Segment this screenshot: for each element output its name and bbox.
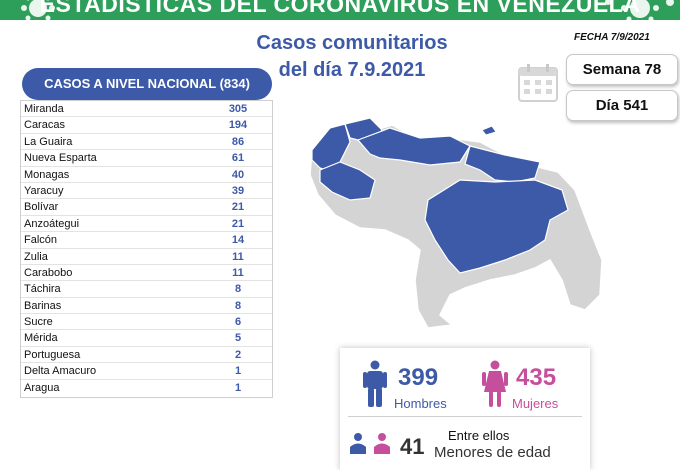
table-row: Aragua 1 xyxy=(21,380,272,396)
women-label: Mujeres xyxy=(512,396,559,411)
state-value: 21 xyxy=(231,201,245,214)
map-island xyxy=(481,125,497,136)
state-value: 1 xyxy=(234,365,242,378)
table-row: Miranda 305 xyxy=(21,101,272,118)
virus-icon xyxy=(605,0,674,20)
cases-table: Miranda 305 Caracas 194 La Guaira 86 Nueva … xyxy=(20,100,273,398)
table-row: Delta Amacuro 1 xyxy=(21,363,272,380)
men-count: 399 xyxy=(398,364,439,391)
state-name: Portuguesa xyxy=(24,348,81,361)
women-count: 435 xyxy=(516,364,557,391)
national-header: CASOS A NIVEL NACIONAL (834) xyxy=(22,68,272,100)
state-name: La Guaira xyxy=(24,135,73,148)
table-row: Anzoátegui 21 xyxy=(21,216,272,233)
state-value: 8 xyxy=(234,283,242,296)
state-name: Aragua xyxy=(24,381,60,394)
entre-label: Entre ellos xyxy=(448,428,510,443)
main-title: Casos comunitarios del día 7.9.2021 xyxy=(222,30,482,84)
week-pill: Semana 78 xyxy=(566,54,678,85)
table-row: Sucre 6 xyxy=(21,314,272,331)
state-name: Mérida xyxy=(24,332,58,345)
state-name: Sucre xyxy=(24,316,53,329)
title-line-1: Casos comunitarios xyxy=(256,32,448,54)
state-name: Monagas xyxy=(24,168,70,181)
banner-title: ESTADÍSTICAS DEL CORONAVIRUS EN VENEZUEL… xyxy=(39,0,641,17)
title-line-2: del día 7.9.2021 xyxy=(278,59,426,81)
table-row: Falcón 14 xyxy=(21,232,272,249)
state-value: 14 xyxy=(231,234,245,247)
minors-count: 41 xyxy=(400,434,425,459)
state-name: Barinas xyxy=(24,299,62,312)
state-value: 11 xyxy=(232,266,244,279)
day-pill: Día 541 xyxy=(566,90,678,121)
table-row: Barinas 8 xyxy=(21,298,272,315)
woman-icon xyxy=(482,360,508,407)
state-name: Falcón xyxy=(24,234,58,247)
state-name: Carabobo xyxy=(24,266,73,279)
state-value: 61 xyxy=(231,152,245,165)
state-name: Yaracuy xyxy=(24,184,64,197)
virus-icon xyxy=(21,0,55,20)
map-bolivar-region xyxy=(424,179,569,274)
state-value: 305 xyxy=(228,103,248,115)
state-value: 40 xyxy=(231,168,245,181)
state-value: 8 xyxy=(234,299,242,312)
state-value: 86 xyxy=(231,135,245,148)
men-label: Hombres xyxy=(394,396,447,411)
table-row: Portuguesa 2 xyxy=(21,347,272,364)
child-icons xyxy=(350,433,390,454)
state-name: Bolívar xyxy=(24,201,59,214)
header-banner: ESTADÍSTICAS DEL CORONAVIRUS EN VENEZUEL… xyxy=(0,0,680,20)
venezuela-map xyxy=(309,117,603,329)
state-name: Delta Amacuro xyxy=(24,365,97,378)
table-row: Monagas 40 xyxy=(21,167,272,183)
table-row: Mérida 5 xyxy=(21,330,272,347)
table-row: La Guaira 86 xyxy=(21,134,272,151)
date-label: FECHA 7/9/2021 xyxy=(574,32,650,43)
state-value: 2 xyxy=(234,348,242,361)
state-value: 11 xyxy=(232,250,244,263)
map-central-region xyxy=(356,127,471,166)
state-value: 21 xyxy=(231,217,245,230)
stats-card: 399 Hombres 435 Mujeres 41 Entre ellos M… xyxy=(340,348,590,470)
state-value: 194 xyxy=(228,119,248,132)
state-value: 39 xyxy=(231,184,245,197)
calendar-icon xyxy=(518,64,558,102)
map-andes-region xyxy=(319,161,376,201)
table-row: Nueva Esparta 61 xyxy=(21,150,272,167)
table-row: Zulia 11 xyxy=(21,249,272,265)
table-row: Yaracuy 39 xyxy=(21,183,272,200)
state-value: 5 xyxy=(234,332,242,345)
state-name: Caracas xyxy=(24,119,65,132)
table-row: Táchira 8 xyxy=(21,281,272,298)
state-name: Zulia xyxy=(24,250,48,263)
state-name: Táchira xyxy=(24,283,61,296)
stats-divider xyxy=(348,416,582,417)
state-value: 1 xyxy=(234,381,242,394)
state-value: 6 xyxy=(234,316,242,329)
minors-label: Menores de edad xyxy=(434,444,551,461)
state-name: Anzoátegui xyxy=(24,217,80,230)
table-row: Carabobo 11 xyxy=(21,265,272,282)
state-name: Miranda xyxy=(24,103,64,115)
table-row: Caracas 194 xyxy=(21,117,272,134)
man-icon xyxy=(363,360,387,407)
table-row: Bolívar 21 xyxy=(21,199,272,216)
state-name: Nueva Esparta xyxy=(24,152,97,165)
